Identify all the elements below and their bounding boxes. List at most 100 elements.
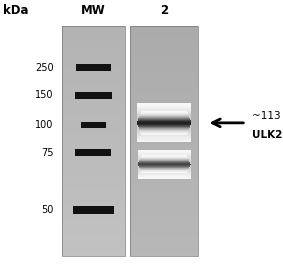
Bar [140,115,189,116]
Bar [138,119,190,120]
Bar [141,112,188,113]
Bar [62,81,125,84]
Bar [62,150,125,153]
Bar [62,196,125,199]
Bar [138,120,190,121]
Bar [137,128,191,130]
Bar [138,162,191,164]
Bar [137,135,191,137]
Bar [140,170,188,171]
Bar [130,110,198,112]
Bar [138,160,191,162]
Bar [62,141,125,144]
Bar [130,55,198,58]
Text: 100: 100 [35,120,54,130]
Bar [137,126,191,128]
Bar [140,115,188,116]
Bar [62,247,125,250]
Bar [130,230,198,233]
Bar [62,207,125,210]
Bar [130,224,198,227]
Bar [137,110,191,112]
Bar [62,38,125,41]
Bar [139,116,189,117]
Bar [62,75,125,78]
Bar [130,196,198,199]
Bar [62,236,125,239]
Bar [130,236,198,239]
Bar [130,233,198,236]
Bar [138,166,191,167]
Bar [140,113,188,114]
Bar [130,67,198,69]
Bar [138,177,191,179]
Bar [130,75,198,78]
Bar [139,127,190,128]
Bar [130,124,198,127]
Bar [141,156,187,157]
Bar [62,121,125,124]
Text: 75: 75 [41,148,54,158]
Bar [138,120,190,121]
Bar [130,89,198,92]
Bar [62,173,125,176]
Bar [141,157,187,158]
Bar [76,64,110,71]
Bar [62,110,125,112]
Bar [130,155,198,158]
Bar [138,153,191,155]
Bar [130,247,198,250]
Bar [62,199,125,201]
Bar [62,118,125,121]
Bar [137,115,191,117]
Text: ULK2: ULK2 [252,130,282,140]
Bar [141,157,188,158]
Bar [62,201,125,204]
Bar [130,92,198,95]
Bar [138,161,191,163]
Bar [140,159,188,160]
Bar [139,167,189,168]
Bar [141,170,188,171]
Bar [137,138,191,140]
Bar [62,89,125,92]
Bar [138,152,191,153]
Bar [62,41,125,44]
Bar [62,95,125,98]
Bar [138,125,190,126]
Bar [130,49,198,52]
Bar [137,112,191,115]
Bar [130,138,198,141]
Bar [62,158,125,161]
Bar [130,170,198,173]
Bar [140,129,189,130]
Bar [130,216,198,219]
Bar [140,168,188,169]
Bar [138,157,191,159]
Bar [62,190,125,193]
Bar [62,210,125,213]
Bar [140,114,188,115]
Bar [140,131,188,132]
Bar [138,163,190,164]
Bar [139,128,189,129]
Bar [62,219,125,221]
Text: ~113 kDa: ~113 kDa [252,111,283,121]
Bar [138,165,190,166]
Bar [130,130,198,133]
Bar [138,124,191,125]
Bar [130,58,198,61]
Bar [130,135,198,138]
Bar [138,150,191,152]
Bar [130,26,198,256]
Bar [130,61,198,64]
Bar [62,104,125,107]
Bar [130,87,198,89]
Bar [62,112,125,115]
Bar [140,130,188,131]
Bar [62,193,125,196]
Bar [62,26,125,29]
Bar [138,174,191,176]
Bar [130,69,198,72]
Bar [130,72,198,75]
